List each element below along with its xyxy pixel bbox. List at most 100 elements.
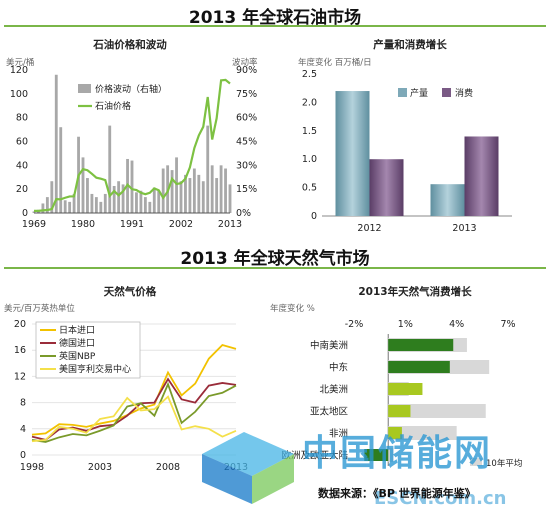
oil-volatility-ytick: 90% — [236, 65, 257, 76]
gas-price-ytick: 0 — [20, 450, 26, 461]
oil-price-line — [34, 78, 231, 212]
gas-price-xtick: 2008 — [156, 462, 180, 473]
volatility-bar — [139, 190, 143, 213]
oil-volatility-ylabel: 波动率 — [232, 58, 258, 68]
production-xtick: 2012 — [357, 223, 381, 234]
oil-price-ytick: 120 — [10, 65, 28, 76]
volatility-bar — [94, 197, 98, 213]
gas-price-line — [31, 395, 237, 443]
gas-10yr-average-bar — [388, 426, 457, 440]
gas-2013-growth-bar — [388, 339, 454, 351]
production-consumption-bar — [430, 184, 465, 216]
gas-price-xtick: 1998 — [20, 462, 44, 473]
volatility-bar — [86, 178, 89, 213]
production-ytick: 0 — [311, 211, 317, 222]
gas-price-ytick: 16 — [14, 345, 26, 356]
oil-price-xtick: 1980 — [71, 219, 95, 230]
gas-price-xtick: 2003 — [88, 462, 112, 473]
volatility-bar — [175, 157, 178, 213]
volatility-bar — [152, 187, 156, 213]
oil-price-xtick: 1991 — [120, 219, 144, 230]
volatility-bar — [63, 200, 67, 213]
volatility-bar — [72, 193, 76, 213]
oil-volatility-ytick: 15% — [236, 184, 257, 195]
gas-consumption-xtick: 4% — [449, 319, 464, 330]
oil-price-chart-title: 石油价格和波动 — [93, 39, 167, 51]
top-divider — [4, 25, 546, 27]
watermark-logo-icon — [202, 432, 294, 504]
gas-consumption-category-label: 非洲 — [329, 428, 348, 440]
volatility-bar — [54, 74, 58, 214]
gas-2013-growth-bar — [388, 427, 402, 439]
legend-volatility-label: 价格波动（右轴） — [95, 83, 167, 95]
legend-10yr-average-label: 10年平均 — [486, 458, 522, 469]
legend-production-swatch — [398, 88, 407, 97]
gas-price-chart-title: 天然气价格 — [103, 286, 157, 298]
gas-2013-growth-bar — [388, 383, 423, 395]
volatility-bar — [215, 178, 219, 213]
oil-price-ytick: 20 — [16, 184, 28, 195]
volatility-bar — [81, 157, 85, 213]
volatility-bar — [192, 168, 196, 213]
volatility-bar — [108, 125, 112, 213]
volatility-bar — [121, 184, 125, 213]
bottom-divider — [4, 267, 546, 269]
gas-2013-growth-bar — [388, 361, 450, 373]
gas-price-ylabel: 美元/百万英热单位 — [4, 304, 75, 314]
volatility-bar — [210, 165, 214, 213]
volatility-bar — [188, 178, 192, 213]
volatility-bar — [170, 170, 174, 213]
gas-price-ytick: 12 — [14, 371, 26, 382]
gas-consumption-category-label: 欧洲及欧亚大陆 — [281, 450, 348, 462]
volatility-bar — [219, 165, 223, 213]
gas-consumption-xtick: 7% — [500, 319, 515, 330]
volatility-bar — [99, 201, 103, 213]
production-ytick: 1.5 — [302, 126, 317, 137]
volatility-bar — [32, 211, 36, 213]
oil-price-xtick: 2013 — [218, 219, 242, 230]
volatility-bar — [45, 197, 49, 213]
oil-price-ytick: 0 — [22, 208, 28, 219]
production-chart-title: 产量和消费增长 — [373, 39, 447, 51]
gas-10yr-average-bar — [388, 448, 394, 462]
oil-price-ytick: 100 — [10, 89, 28, 100]
volatility-bar — [117, 181, 121, 213]
volatility-bar — [112, 185, 116, 213]
volatility-bar — [201, 181, 205, 213]
production-ytick: 2.5 — [302, 69, 317, 80]
production-ytick: 2.0 — [302, 97, 317, 108]
volatility-bar — [143, 197, 147, 213]
volatility-bar — [228, 184, 232, 213]
gas-price-ytick: 8 — [20, 398, 26, 409]
gas-consumption-xtick: -2% — [345, 319, 364, 330]
gas-consumption-chart-title: 2013年天然气消费增长 — [358, 286, 472, 298]
oil-price-ylabel: 美元/桶 — [6, 58, 35, 68]
oil-volatility-ytick: 75% — [236, 89, 257, 100]
data-source: 数据来源：《BP 世界能源年鉴》 — [318, 487, 476, 500]
volatility-bar — [90, 193, 94, 213]
oil-price-xtick: 1969 — [22, 219, 46, 230]
gas-price-line — [31, 343, 237, 436]
production-consumption-bar — [335, 91, 370, 216]
legend-10yr-average-swatch — [470, 458, 482, 466]
watermark-url: ESCN.com.cn — [374, 488, 507, 509]
legend-gas-label: 英国NBP — [59, 350, 96, 362]
gas-consumption-category-label: 北美洲 — [319, 384, 348, 396]
production-ylabel: 年度变化 百万桶/日 — [298, 58, 372, 68]
legend-gas-label: 美国亨利交易中心 — [59, 363, 131, 375]
volatility-bar — [130, 160, 134, 213]
oil-market-title: 2013 年全球石油市场 — [188, 8, 362, 28]
gas-10yr-average-bar — [388, 404, 486, 418]
gas-market-title: 2013 年全球天然气市场 — [180, 249, 370, 269]
volatility-bar — [41, 203, 45, 213]
gas-consumption-xtick: 1% — [398, 319, 413, 330]
volatility-bar — [103, 193, 107, 213]
gas-consumption-ylabel: 年度变化 % — [270, 304, 315, 314]
legend-oil-price-label: 石油价格 — [95, 100, 131, 112]
gas-consumption-category-label: 亚太地区 — [310, 406, 349, 418]
gas-2013-growth-bar — [388, 405, 411, 417]
oil-volatility-ytick: 45% — [236, 137, 257, 148]
gas-price-ytick: 4 — [20, 424, 26, 435]
gas-consumption-category-label: 中南美洲 — [310, 340, 348, 352]
